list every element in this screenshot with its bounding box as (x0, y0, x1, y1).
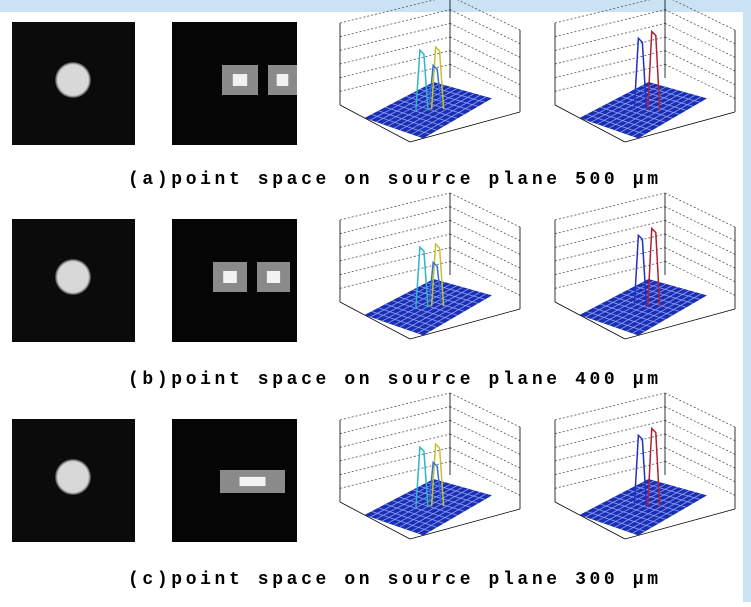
figure: (a)point space on source plane 500 μm (b… (0, 0, 751, 602)
plot-line (555, 234, 665, 261)
pattern-core (240, 477, 266, 486)
plot-line (555, 37, 665, 64)
plot-line (340, 23, 450, 50)
plot-line (555, 393, 665, 420)
plot-line (450, 207, 520, 241)
plot-line (555, 23, 665, 50)
plot-line (450, 234, 520, 268)
plot-line (665, 207, 735, 241)
figure-row (12, 193, 735, 342)
plot-line (340, 393, 450, 420)
spot (55, 459, 91, 495)
plot-line (555, 10, 665, 37)
plot-line (555, 420, 665, 447)
plot-line (450, 193, 520, 227)
plot-line (340, 420, 450, 447)
plot-line (340, 37, 450, 64)
plot-line (665, 393, 735, 427)
plot-line (450, 393, 520, 427)
pattern-core (233, 74, 247, 86)
plot-line (665, 10, 735, 44)
plot-line (665, 23, 735, 57)
figure-row (12, 0, 735, 145)
plot-line (665, 234, 735, 268)
plot-line (450, 434, 520, 468)
plot-line (555, 51, 665, 78)
spot (55, 259, 91, 295)
plot-line (555, 248, 665, 275)
plot-line (340, 207, 450, 234)
caption: (a)point space on source plane 500 μm (128, 170, 658, 190)
plot-line (665, 248, 735, 282)
plot-line (555, 407, 665, 434)
plot-line (665, 407, 735, 441)
plot-line (450, 248, 520, 282)
plot-line (555, 207, 665, 234)
pattern-core (277, 74, 289, 86)
plot-line (340, 434, 450, 461)
plot-line (450, 23, 520, 57)
plot-line (340, 407, 450, 434)
plot-line (450, 420, 520, 454)
plot-line (665, 193, 735, 227)
plot-line (340, 10, 450, 37)
plot-line (340, 234, 450, 261)
plot-line (555, 434, 665, 461)
spot (55, 62, 91, 98)
pattern-core (223, 271, 237, 283)
plot-line (450, 37, 520, 71)
plot-line (340, 193, 450, 220)
plot-line (665, 448, 735, 482)
plot-line (665, 220, 735, 254)
plot-line (450, 448, 520, 482)
caption: (b)point space on source plane 400 μm (128, 370, 658, 390)
figure-row (12, 393, 735, 542)
pattern-core (267, 271, 280, 283)
plot-line (450, 51, 520, 85)
top-band (0, 0, 751, 12)
plot-line (665, 420, 735, 454)
plot-line (450, 407, 520, 441)
caption: (c)point space on source plane 300 μm (128, 570, 658, 590)
right-band (743, 0, 751, 602)
plot-line (450, 220, 520, 254)
plot-line (555, 193, 665, 220)
plot-line (555, 220, 665, 247)
plot-line (665, 434, 735, 468)
plot-line (340, 220, 450, 247)
plot-line (665, 37, 735, 71)
plot-line (555, 448, 665, 475)
plot-line (665, 51, 735, 85)
plot-line (450, 10, 520, 44)
